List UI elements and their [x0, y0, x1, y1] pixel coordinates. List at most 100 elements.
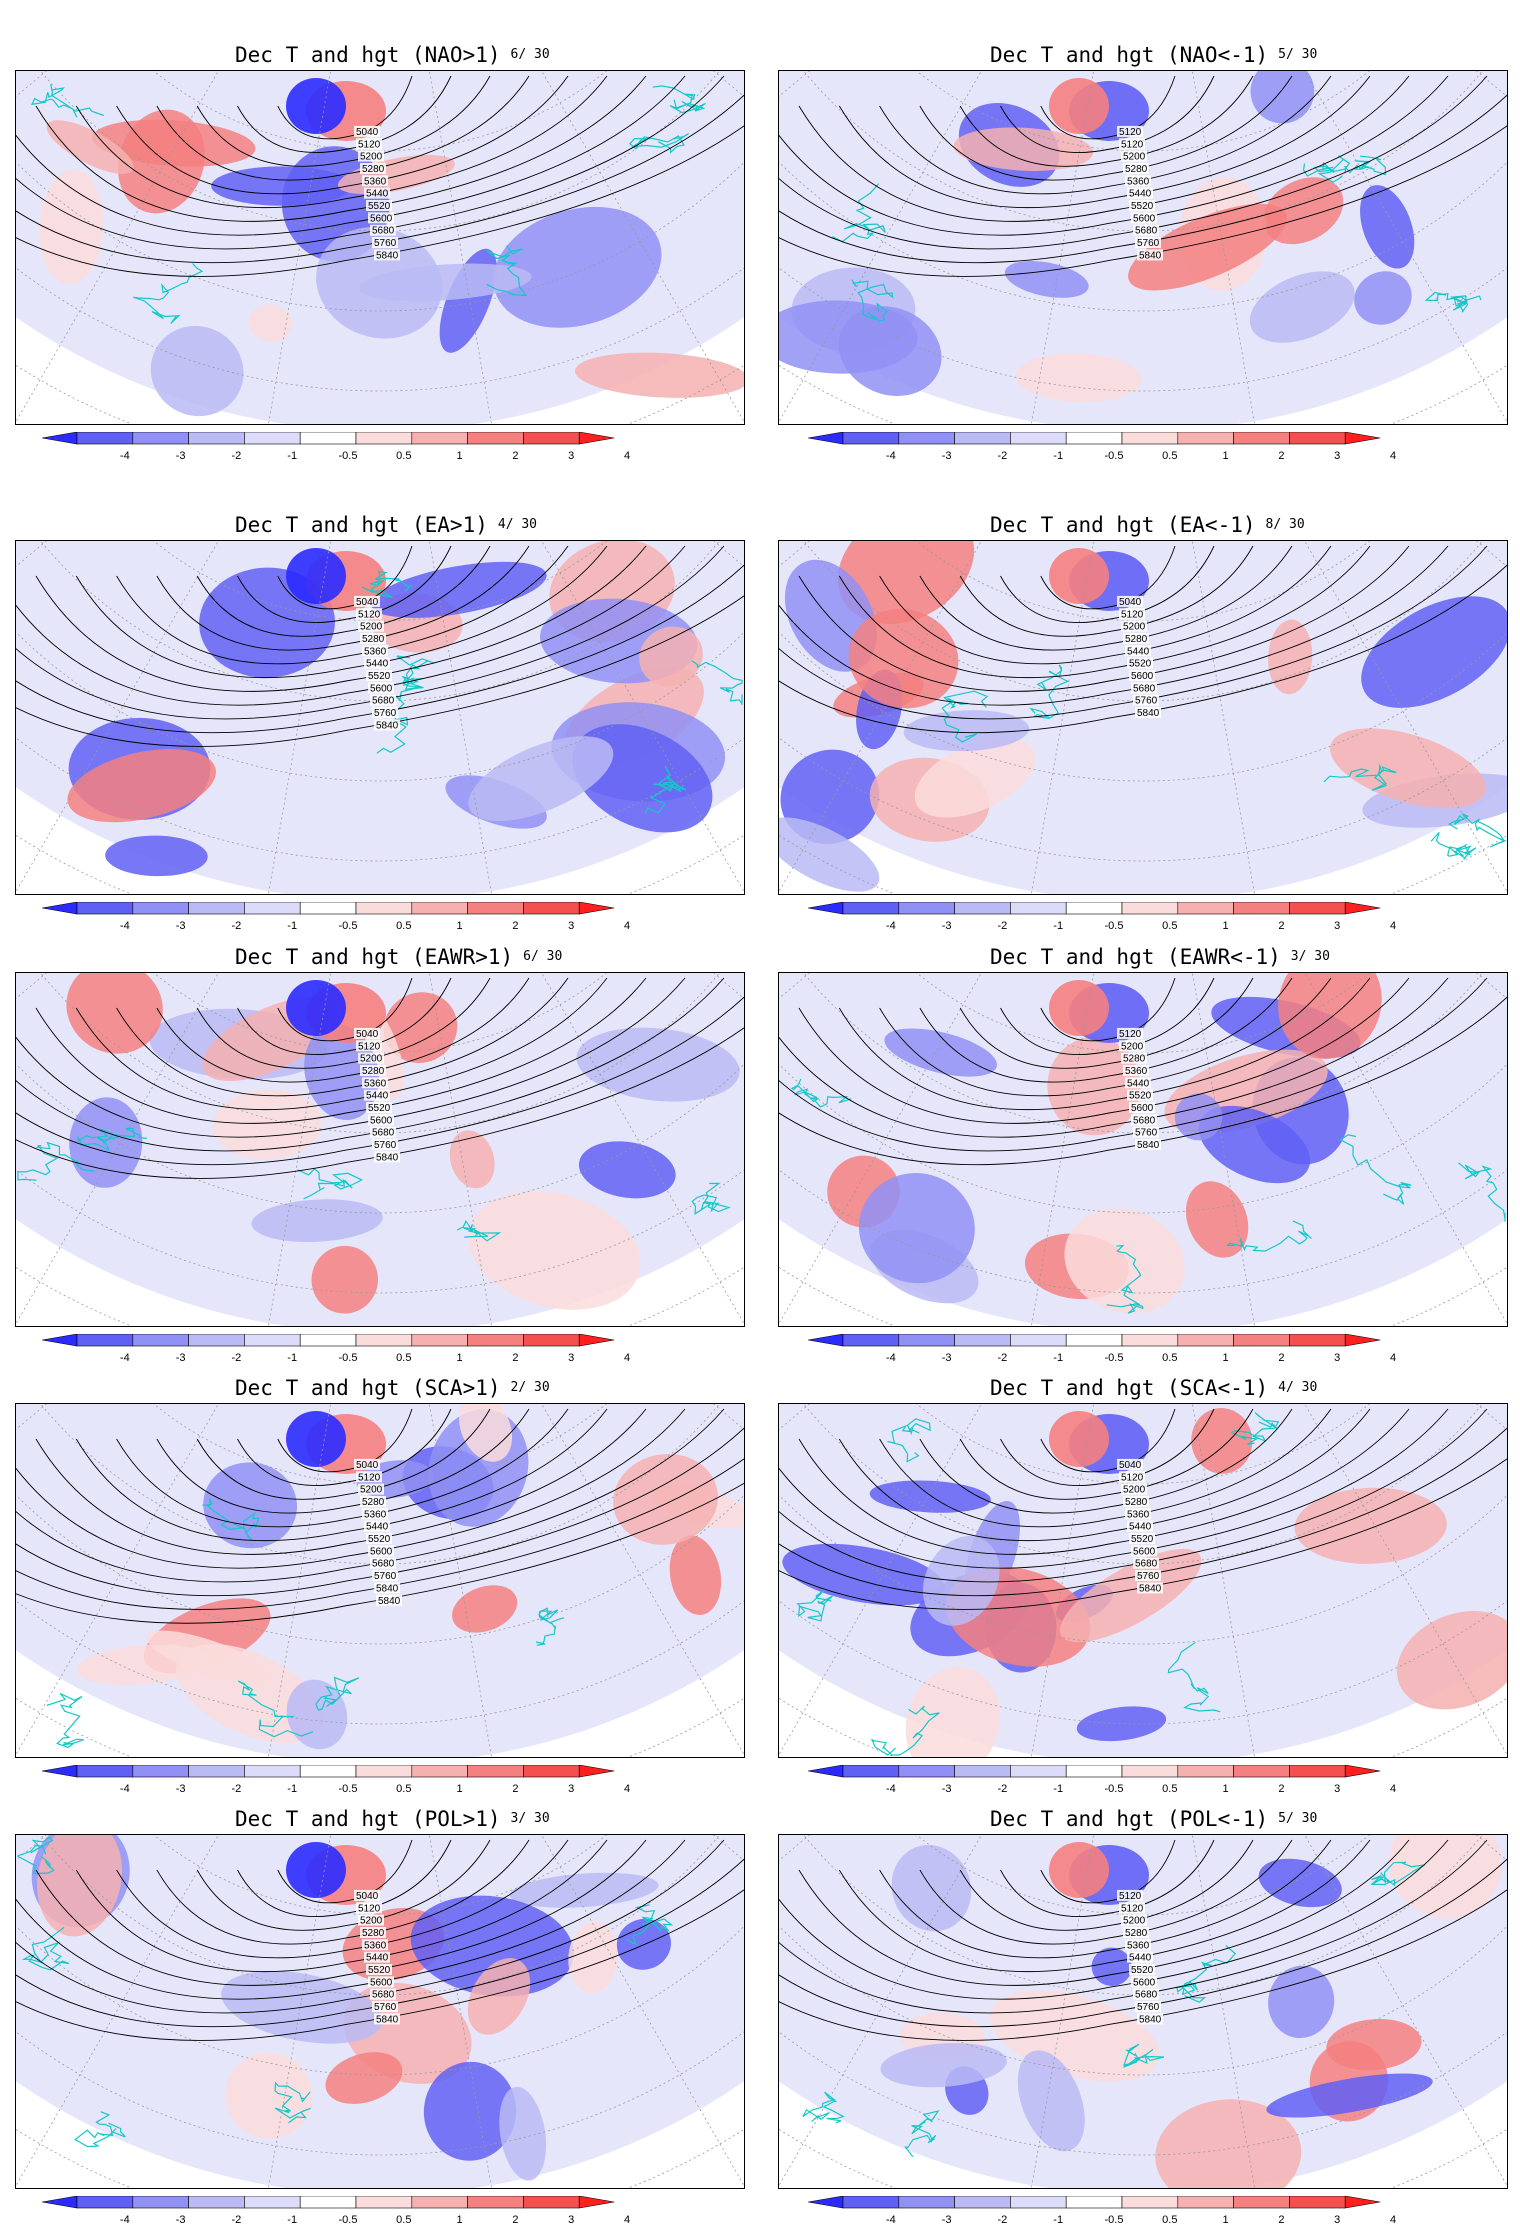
anomaly-region	[1059, 1548, 1202, 1643]
height-contour	[277, 75, 413, 140]
colorbar-segment	[1289, 901, 1346, 915]
colorbar-segment	[1121, 1764, 1179, 1778]
contour-label: 5680	[372, 1559, 395, 1570]
colorbar-segment	[1121, 2195, 1179, 2209]
colorbar-arrow-right	[1344, 1764, 1381, 1778]
anomaly-region	[449, 1130, 495, 1189]
anomaly-region	[779, 817, 880, 892]
colorbar-arrow-right	[1344, 901, 1381, 915]
contour-label: 5520	[368, 1965, 391, 1976]
colorbar-tick-label: -4	[886, 1352, 896, 1364]
colorbar-tick-label: 2	[512, 920, 518, 932]
colorbar-segment	[411, 1764, 468, 1778]
anomaly-region	[568, 1921, 618, 1994]
contour-label: 5600	[1133, 1977, 1156, 1988]
panel-title: Dec T and hgt (NAO<-1) 5/ 30	[990, 40, 1317, 70]
sample-count: 5/ 30	[1278, 47, 1318, 62]
colorbar-tick-label: -2	[998, 1783, 1008, 1795]
contour-label: 5280	[1123, 1054, 1146, 1065]
colorbar-arrow-left	[41, 431, 78, 445]
panel-title: Dec T and hgt (EA<-1) 8/ 30	[990, 510, 1305, 540]
colorbar-tick-label: 1	[1223, 1352, 1229, 1364]
anomaly-region	[410, 1895, 574, 1997]
contour-label: 5760	[374, 1140, 397, 1151]
contour-label: 5120	[1121, 1903, 1144, 1914]
contour-label: 5680	[1135, 226, 1158, 237]
panel-title-text: Dec T and hgt (EAWR>1)	[235, 945, 514, 969]
panel-title-text: Dec T and hgt (POL<-1)	[990, 1807, 1269, 1831]
panel-title: Dec T and hgt (NAO>1) 6/ 30	[235, 40, 550, 70]
contour-label: 5040	[1119, 1460, 1142, 1471]
colorbar-tick-label: -3	[176, 2214, 186, 2226]
colorbar-tick-label: 0.5	[1162, 1352, 1177, 1364]
contour-label: 5280	[362, 164, 385, 175]
contour-label: 5200	[360, 1054, 383, 1065]
height-contour	[798, 1839, 1410, 1986]
colorbar-tick-label: 0.5	[396, 1783, 411, 1795]
height-contour	[196, 545, 491, 637]
contour-label: 5120	[358, 1903, 381, 1914]
contour-label: 5440	[366, 189, 389, 200]
contour-label: 5120	[1121, 1472, 1144, 1483]
anomaly-region	[311, 1245, 379, 1314]
sample-count: 4/ 30	[497, 517, 538, 532]
colorbar-segment	[1065, 431, 1123, 445]
height-contour	[196, 75, 491, 167]
panel-title-text: Dec T and hgt (EA<-1)	[990, 513, 1256, 537]
anomaly-region	[1191, 1408, 1253, 1474]
height-contour	[16, 1027, 744, 1179]
contour-label: 5440	[366, 1953, 389, 1964]
height-contour	[75, 1408, 608, 1542]
contour-label: 5840	[1137, 1140, 1160, 1151]
contour-label: 5120	[1119, 127, 1142, 138]
colorbar-tick-label: -3	[176, 1783, 186, 1795]
polar-map: 5040 5120 5200 5280 5360 5440 5520 5600 5680 5760…	[15, 540, 745, 895]
anomaly-core	[1049, 78, 1109, 134]
anomaly-region	[838, 306, 942, 396]
colorbar-tick-label: 2	[1278, 1352, 1284, 1364]
contour-label: 5680	[1133, 1115, 1156, 1126]
colorbar-tick-label: 0.5	[396, 450, 411, 462]
contour-label: 5440	[1127, 1078, 1150, 1089]
contour-label: 5200	[360, 622, 383, 633]
polar-map: 5040 5120 5200 5280 5440 5520 5600 5680 5760 5840	[778, 540, 1508, 895]
anomaly-region	[248, 305, 293, 342]
map-panel: Dec T and hgt (SCA<-1) 4/ 30 5040 5120 5200 5…	[760, 1373, 1520, 1803]
anomaly-region	[1155, 2099, 1302, 2188]
contour-label: 5840	[378, 1596, 401, 1607]
colorbar-tick-label: 3	[568, 2214, 574, 2226]
longitude-line	[541, 71, 744, 423]
map-panel: Dec T and hgt (SCA>1) 2/ 30 5040 5120 5200 52…	[0, 1373, 760, 1803]
height-contour	[959, 1839, 1254, 1931]
height-contour	[779, 1889, 1507, 2041]
colorbar-segment	[1233, 1333, 1290, 1347]
height-contour	[196, 1839, 491, 1931]
contour-label: 5680	[1135, 1990, 1158, 2001]
anomaly-region	[1128, 203, 1287, 291]
anomaly-region	[1278, 973, 1382, 1059]
contour-label: 5200	[1123, 152, 1146, 163]
height-contour	[779, 977, 1449, 1138]
polar-map: 5040 5120 5200 5280 5360 5440 5520 5600 5680 5760…	[15, 972, 745, 1327]
contour-label: 5840	[376, 1152, 399, 1163]
colorbar-segment	[188, 901, 245, 915]
height-contour	[1040, 75, 1176, 140]
contour-label: 5520	[368, 671, 391, 682]
panel-title-text: Dec T and hgt (NAO<-1)	[990, 43, 1269, 67]
colorbar-segment	[467, 901, 524, 915]
height-contour	[798, 1408, 1410, 1555]
contour-label: 5440	[366, 1091, 389, 1102]
colorbar-segment	[1177, 2195, 1234, 2209]
height-contour	[1000, 75, 1215, 153]
polar-map: 5120 5200 5280 5360 5440 5520 5600 5680 5760 5840	[778, 972, 1508, 1327]
panel-title: Dec T and hgt (EA>1) 4/ 30	[235, 510, 537, 540]
colorbar-tick-label: -2	[998, 450, 1008, 462]
anomaly-region	[1017, 2050, 1085, 2152]
colorbar-segment	[842, 1333, 900, 1347]
height-contour	[16, 1839, 725, 2014]
contour-label: 5040	[356, 1891, 379, 1902]
colorbar-tick-label: -2	[232, 450, 242, 462]
contour-label: 5440	[366, 1522, 389, 1533]
anomaly-region	[150, 325, 244, 417]
height-contour	[16, 1408, 725, 1583]
